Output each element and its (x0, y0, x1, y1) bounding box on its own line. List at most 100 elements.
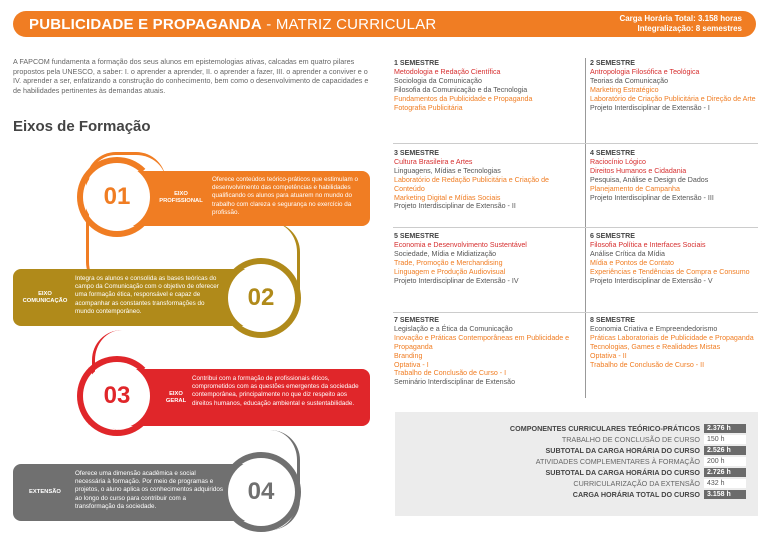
summary-row: TRABALHO DE CONCLUSÃO DE CURSO 150 h (562, 435, 746, 444)
grid-divider-2 (393, 227, 758, 228)
summary-label: TRABALHO DE CONCLUSÃO DE CURSO (561, 435, 700, 444)
course-item: Optativa - II (590, 351, 627, 360)
eixo-number-3: 03 (84, 363, 150, 429)
semester-title: 4 SEMESTRE (590, 149, 635, 157)
course-item: Direitos Humanos e Cidadania (590, 166, 687, 175)
summary-row: SUBTOTAL DA CARGA HORÁRIA DO CURSO 2.526 … (545, 446, 746, 455)
hours-summary: COMPONENTES CURRICULARES TEÓRICO-PRÁTICO… (395, 412, 758, 516)
course-item: Sociologia da Comunicação (394, 76, 482, 85)
summary-label: ATIVIDADES COMPLEMENTARES À FORMAÇÃO (535, 457, 700, 466)
eixo-number-1: 01 (84, 164, 150, 230)
eixo-desc-1: Oferece conteúdos teórico-práticos que e… (212, 176, 358, 216)
course-item: Trade, Promoção e Merchandising (394, 258, 503, 267)
course-item: Práticas Laboratoriais de Publicidade e … (590, 333, 754, 342)
eixos-title: Eixos de Formação (13, 118, 151, 135)
course-item: Cultura Brasileira e Artes (394, 157, 473, 166)
eixo-ring-4 (221, 452, 301, 532)
course-item: Linguagens, Mídias e Tecnologias (394, 166, 501, 175)
summary-value: 3.158 h (704, 490, 746, 499)
summary-row: CURRICULARIZAÇÃO DA EXTENSÃO 432 h (573, 479, 746, 488)
course-item: Economia Criativa e Empreendedorismo (590, 324, 718, 333)
summary-value: 150 h (704, 435, 746, 444)
semester-title: 3 SEMESTRE (394, 149, 439, 157)
course-item: Projeto Interdisciplinar de Extensão - I… (590, 193, 714, 202)
hours-info: Carga Horária Total: 3.158 horas Integra… (619, 14, 742, 34)
semester-title: 5 SEMESTRE (394, 232, 439, 240)
course-item: Projeto Interdisciplinar de Extensão - I… (394, 276, 519, 285)
summary-label: COMPONENTES CURRICULARES TEÓRICO-PRÁTICO… (509, 424, 700, 433)
course-item: Laboratório de Redação Publicitária e Cr… (394, 175, 549, 193)
course-item: Análise Crítica da Mídia (590, 249, 665, 258)
eixo-ring-1 (77, 157, 157, 237)
semester-5: 5 SEMESTRE Economia e Desenvolvimento Sus… (394, 232, 580, 285)
course-item: Projeto Interdisciplinar de Extensão - I… (394, 202, 516, 211)
connector-2 (220, 222, 300, 332)
course-item: Economia e Desenvolvimento Sustentável (394, 240, 527, 249)
eixo-label-4: EXTENSÃO (17, 489, 73, 496)
course-item: Marketing Estratégico (590, 85, 659, 94)
course-item: Projeto Interdisciplinar de Extensão - V (590, 276, 713, 285)
eixo-label-1: EIXO PROFISSIONAL (156, 191, 206, 205)
eixo-label-2: EIXO COMUNICAÇÃO (17, 291, 73, 305)
eixo-label-line: PROFISSIONAL (159, 198, 203, 204)
total-hours: Carga Horária Total: 3.158 horas (619, 14, 742, 23)
summary-row: CARGA HORÁRIA TOTAL DO CURSO 3.158 h (573, 490, 746, 499)
semester-title: 8 SEMESTRE (590, 316, 635, 324)
summary-row: COMPONENTES CURRICULARES TEÓRICO-PRÁTICO… (510, 424, 746, 433)
summary-row: ATIVIDADES COMPLEMENTARES À FORMAÇÃO 200 … (536, 457, 746, 466)
grid-vertical-divider (585, 58, 586, 398)
eixo-label-line: COMUNICAÇÃO (22, 298, 68, 304)
course-item: Optativa - I (394, 360, 429, 369)
course-item: Branding (394, 351, 423, 360)
course-item: Tecnologias, Games e Realidades Mistas (590, 342, 721, 351)
intro-paragraph: A FAPCOM fundamenta a formação dos seus … (13, 57, 369, 95)
eixo-label-line: GERAL (165, 398, 187, 404)
course-item: Filosofia Política e Interfaces Sociais (590, 240, 706, 249)
course-item: Laboratório de Criação Publicitária e Di… (590, 94, 756, 103)
grid-divider-1 (393, 143, 758, 144)
summary-label: CURRICULARIZAÇÃO DA EXTENSÃO (573, 479, 700, 488)
course-item: Trabalho de Conclusão de Curso - I (394, 369, 507, 378)
course-item: Antropologia Filosófica e Teológica (590, 67, 700, 76)
course-item: Linguagem e Produção Audiovisual (394, 267, 506, 276)
semester-1: 1 SEMESTRE Metodologia e Redação Científi… (394, 59, 580, 112)
semester-6: 6 SEMESTRE Filosofia Política e Interface… (590, 232, 758, 285)
course-item: Teorias da Comunicação (590, 76, 669, 85)
eixo-label-line: EIXO (174, 191, 188, 197)
eixo-ring-3 (77, 356, 157, 436)
summary-value: 432 h (704, 479, 746, 488)
eixo-label-line: EXTENSÃO (29, 489, 61, 495)
course-item: Mídia e Pontos de Contato (590, 258, 674, 267)
eixo-label-3: EIXO GERAL (156, 391, 196, 405)
course-item: Filosofia da Comunicação e da Tecnologia (394, 85, 528, 94)
summary-label: SUBTOTAL DA CARGA HORÁRIA DO CURSO (545, 468, 700, 477)
semester-title: 2 SEMESTRE (590, 59, 635, 67)
course-item: Marketing Digital e Mídias Sociais (394, 193, 501, 202)
course-item: Raciocínio Lógico (590, 157, 646, 166)
eixo-desc-2: Integra os alunos e consolida as bases t… (75, 275, 219, 315)
eixo-number-2: 02 (228, 265, 294, 331)
page-title: PUBLICIDADE E PROPAGANDA - MATRIZ CURRIC… (29, 16, 436, 33)
semester-4: 4 SEMESTRE Raciocínio Lógico Direitos Huma… (590, 149, 758, 202)
eixo-desc-4: Oferece uma dimensão acadêmica e social … (75, 470, 224, 510)
summary-label: SUBTOTAL DA CARGA HORÁRIA DO CURSO (545, 446, 700, 455)
summary-row: SUBTOTAL DA CARGA HORÁRIA DO CURSO 2.726 … (545, 468, 746, 477)
title-main: PUBLICIDADE E PROPAGANDA (29, 16, 262, 33)
course-item: Planejamento de Campanha (590, 184, 680, 193)
summary-label: CARGA HORÁRIA TOTAL DO CURSO (572, 490, 700, 499)
summary-value: 2.726 h (704, 468, 746, 477)
semester-2: 2 SEMESTRE Antropologia Filosófica e Teol… (590, 59, 758, 112)
course-item: Projeto Interdisciplinar de Extensão - I (590, 103, 710, 112)
course-item: Inovação e Práticas Contemporâneas em Pu… (394, 333, 570, 351)
semester-7: 7 SEMESTRE Legislação e a Ética da Comuni… (394, 316, 580, 387)
title-sub: MATRIZ CURRICULAR (275, 16, 437, 33)
integralization: Integralização: 8 semestres (637, 24, 743, 33)
course-item: Seminário Interdisciplinar de Extensão (394, 378, 516, 387)
semester-title: 6 SEMESTRE (590, 232, 635, 240)
semester-8: 8 SEMESTRE Economia Criativa e Empreended… (590, 316, 758, 369)
eixo-label-line: EIXO (38, 291, 52, 297)
course-item: Pesquisa, Análise e Design de Dados (590, 175, 709, 184)
course-item: Sociedade, Mídia e Midiatização (394, 249, 497, 258)
course-item: Trabalho de Conclusão de Curso - II (590, 360, 705, 369)
